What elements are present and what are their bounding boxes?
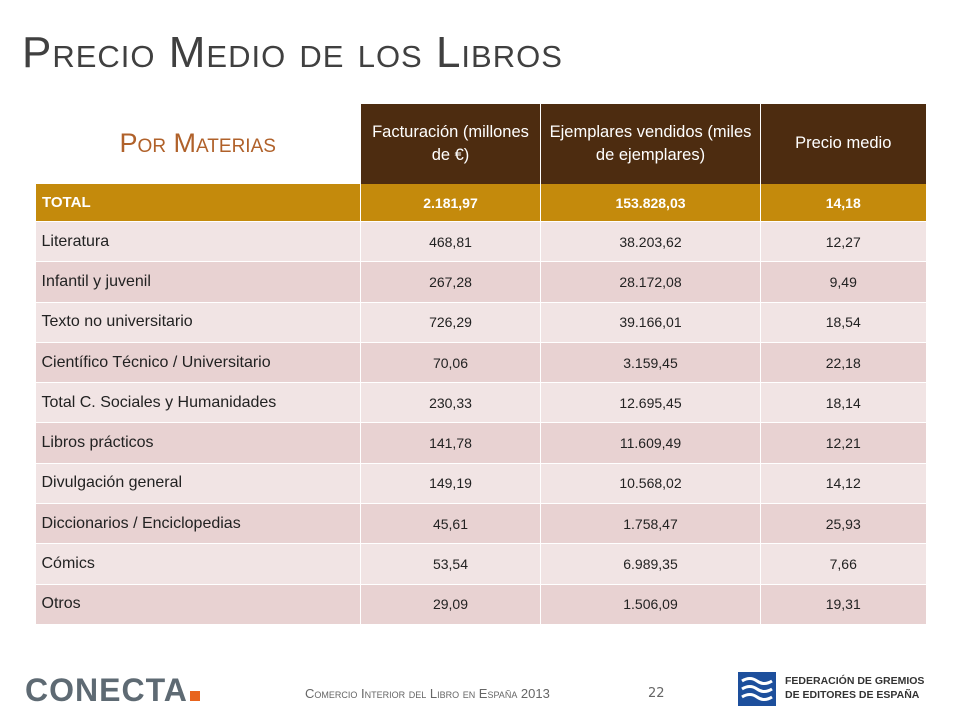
category-cell: Libros prácticos xyxy=(35,422,361,464)
value-cell: 39.166,01 xyxy=(540,301,761,343)
category-cell: Infantil y juvenil xyxy=(35,261,361,303)
table-subtitle: Por Materias xyxy=(35,104,361,184)
federation-name: FEDERACIÓN DE GREMIOS DE EDITORES DE ESP… xyxy=(785,674,924,702)
table-body: TOTAL 2.181,97 153.828,03 14,18 Literatura 46… xyxy=(35,184,926,624)
value-cell: 38.203,62 xyxy=(540,220,761,262)
conecta-logo: CONECTA xyxy=(25,672,200,709)
footer-text: Comercio Interior del Libro en España 20… xyxy=(305,686,550,701)
data-row: Infantil y juvenil 267,28 28.172,08 9,49 xyxy=(35,261,926,303)
data-row: Científico Técnico / Universitario 70,06 3… xyxy=(35,341,926,383)
federation-line: DE EDITORES DE ESPAÑA xyxy=(785,689,920,701)
value-cell: 53,54 xyxy=(360,543,541,585)
category-cell: Divulgación general xyxy=(35,462,361,504)
data-row: Cómics 53,54 6.989,35 7,66 xyxy=(35,543,926,585)
value-cell: 149,19 xyxy=(360,462,541,504)
value-cell: 468,81 xyxy=(360,220,541,262)
value-cell: 14,12 xyxy=(760,462,926,504)
value-cell: 18,54 xyxy=(760,301,926,343)
price-table: Por Materias Facturación (millones de €)… xyxy=(35,104,926,624)
value-cell: 25,93 xyxy=(760,503,926,544)
value-cell: 6.989,35 xyxy=(540,543,761,585)
page-number: 22 xyxy=(648,686,665,701)
value-cell: 28.172,08 xyxy=(540,261,761,303)
data-row: Diccionarios / Enciclopedias 45,61 1.758,4… xyxy=(35,503,926,544)
data-row: Libros prácticos 141,78 11.609,49 12,21 xyxy=(35,422,926,464)
data-row: Literatura 468,81 38.203,62 12,27 xyxy=(35,220,926,262)
data-row: Divulgación general 149,19 10.568,02 14,12 xyxy=(35,462,926,504)
total-cell: 14,18 xyxy=(760,184,926,222)
value-cell: 70,06 xyxy=(360,341,541,383)
slide-title: Precio Medio de los Libros xyxy=(22,28,563,77)
total-row: TOTAL 2.181,97 153.828,03 14,18 xyxy=(35,184,926,222)
logo-text: CONECTA xyxy=(25,672,188,708)
value-cell: 11.609,49 xyxy=(540,422,761,464)
data-row: Total C. Sociales y Humanidades 230,33 12.… xyxy=(35,382,926,423)
column-header: Facturación (millones de €) xyxy=(360,104,541,184)
value-cell: 230,33 xyxy=(360,382,541,423)
value-cell: 141,78 xyxy=(360,422,541,464)
value-cell: 12.695,45 xyxy=(540,382,761,423)
value-cell: 12,21 xyxy=(760,422,926,464)
category-cell: Otros xyxy=(35,583,361,624)
value-cell: 9,49 xyxy=(760,261,926,303)
value-cell: 3.159,45 xyxy=(540,341,761,383)
total-cell: 2.181,97 xyxy=(360,184,541,222)
value-cell: 45,61 xyxy=(360,503,541,544)
data-row: Otros 29,09 1.506,09 19,31 xyxy=(35,583,926,624)
federation-line: FEDERACIÓN DE GREMIOS xyxy=(785,675,925,687)
value-cell: 12,27 xyxy=(760,220,926,262)
data-row: Texto no universitario 726,29 39.166,01 18,… xyxy=(35,301,926,343)
value-cell: 29,09 xyxy=(360,583,541,624)
value-cell: 267,28 xyxy=(360,261,541,303)
value-cell: 19,31 xyxy=(760,583,926,624)
category-cell: Científico Técnico / Universitario xyxy=(35,341,361,383)
value-cell: 726,29 xyxy=(360,301,541,343)
value-cell: 10.568,02 xyxy=(540,462,761,504)
federation-icon xyxy=(738,672,776,706)
category-cell: Diccionarios / Enciclopedias xyxy=(35,503,361,544)
column-header: Ejemplares vendidos (miles de ejemplares… xyxy=(540,104,761,184)
value-cell: 22,18 xyxy=(760,341,926,383)
value-cell: 1.506,09 xyxy=(540,583,761,624)
value-cell: 18,14 xyxy=(760,382,926,423)
category-cell: Total C. Sociales y Humanidades xyxy=(35,382,361,423)
category-cell: Literatura xyxy=(35,220,361,262)
value-cell: 7,66 xyxy=(760,543,926,585)
logo-dot xyxy=(189,691,200,701)
value-cell: 1.758,47 xyxy=(540,503,761,544)
total-cell: TOTAL xyxy=(35,184,361,222)
category-cell: Cómics xyxy=(35,543,361,585)
header-row: Por Materias Facturación (millones de €)… xyxy=(35,104,926,184)
total-cell: 153.828,03 xyxy=(540,184,761,222)
icon-waves xyxy=(741,677,773,701)
column-header: Precio medio xyxy=(760,104,926,184)
category-cell: Texto no universitario xyxy=(35,301,361,343)
